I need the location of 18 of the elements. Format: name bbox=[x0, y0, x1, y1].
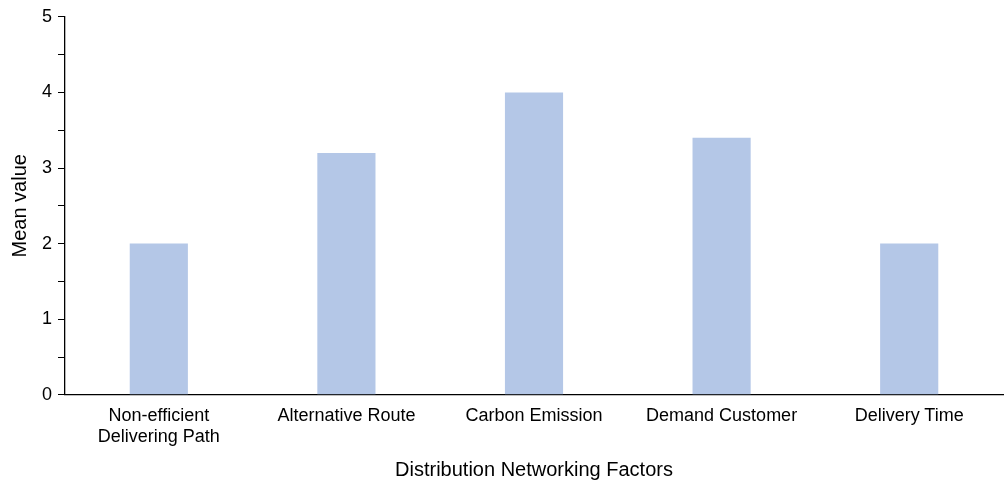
x-axis-title: Distribution Networking Factors bbox=[395, 457, 673, 480]
x-tick-label: Carbon Emission bbox=[465, 404, 603, 425]
bar bbox=[317, 152, 376, 395]
x-tick-label: Alternative Route bbox=[277, 404, 416, 425]
bar bbox=[129, 243, 188, 395]
y-tick-label: 3 bbox=[42, 156, 53, 177]
bar bbox=[504, 92, 564, 395]
y-tick-label: 1 bbox=[42, 308, 53, 329]
y-tick-label: 4 bbox=[42, 81, 53, 102]
x-tick-label: Demand Customer bbox=[646, 404, 798, 425]
bar bbox=[692, 137, 751, 395]
x-tick-label: Delivery Time bbox=[854, 404, 964, 425]
y-tick-label: 5 bbox=[42, 5, 53, 26]
y-tick-label: 0 bbox=[42, 383, 53, 404]
x-tick-label: Non-efficient Delivering Path bbox=[97, 404, 220, 447]
y-axis-title: Mean value bbox=[7, 154, 30, 258]
bar bbox=[880, 243, 939, 395]
y-tick-label: 2 bbox=[42, 232, 53, 253]
